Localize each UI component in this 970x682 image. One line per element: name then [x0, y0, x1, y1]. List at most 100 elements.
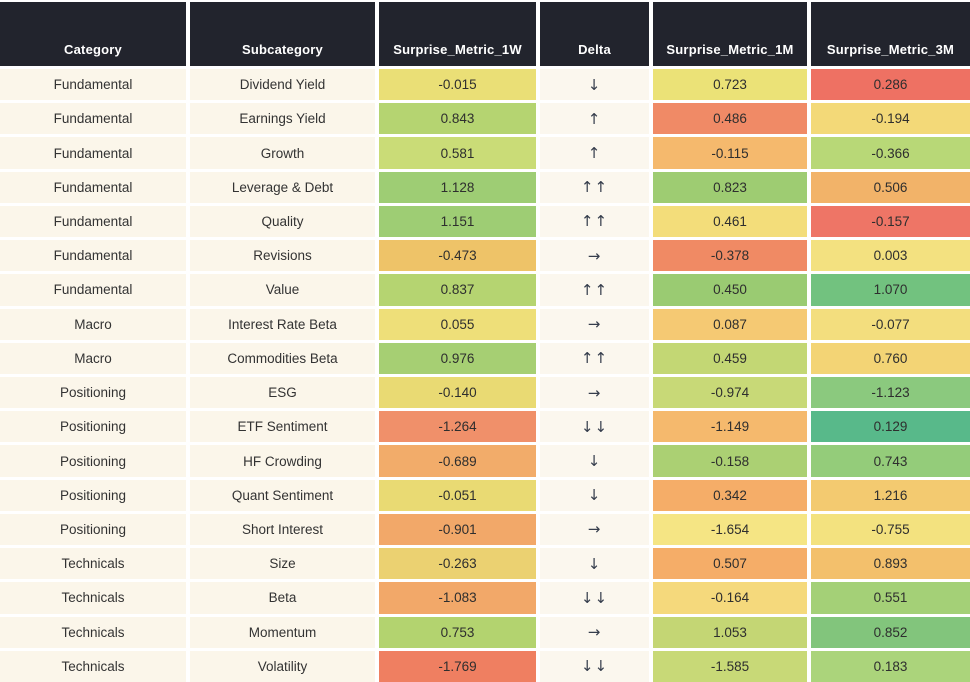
- surprise-metric-3m-cell: -0.194: [811, 103, 970, 135]
- category-cell: Technicals: [0, 650, 186, 682]
- surprise-metric-3m-cell: 0.183: [811, 650, 970, 682]
- surprise-metric-3m-cell: 0.743: [811, 445, 970, 477]
- delta-arrow-cell: ↓: [540, 445, 649, 477]
- subcategory-cell: Leverage & Debt: [190, 171, 375, 203]
- surprise-metric-3m-cell: -0.366: [811, 137, 970, 169]
- subcategory-cell: Short Interest: [190, 513, 375, 546]
- category-cell: Positioning: [0, 376, 186, 409]
- surprise-metric-1w-cell: 0.581: [379, 137, 536, 169]
- surprise-metric-1m-cell: 0.723: [653, 69, 807, 101]
- delta-arrow-cell: →: [540, 240, 649, 272]
- surprise-metric-1m-cell: 1.053: [653, 616, 807, 648]
- category-cell: Technicals: [0, 548, 186, 580]
- category-cell: Fundamental: [0, 103, 186, 135]
- category-cell: Positioning: [0, 411, 186, 443]
- subcategory-cell: Growth: [190, 137, 375, 169]
- category-cell: Positioning: [0, 479, 186, 511]
- surprise-metric-3m-cell: 0.551: [811, 582, 970, 614]
- category-cell: Technicals: [0, 582, 186, 614]
- surprise-metric-1w-cell: -0.051: [379, 479, 536, 511]
- category-cell: Fundamental: [0, 171, 186, 203]
- column-header-surprise-metric-1m: Surprise_Metric_1M: [653, 2, 807, 66]
- surprise-metric-1w-cell: 0.837: [379, 274, 536, 306]
- delta-arrow-cell: ↓: [540, 548, 649, 580]
- delta-arrow-cell: ↓↓: [540, 650, 649, 682]
- surprise-metric-1m-cell: -0.158: [653, 445, 807, 477]
- surprise-metric-1w-cell: -0.263: [379, 548, 536, 580]
- surprise-metric-1m-cell: -0.115: [653, 137, 807, 169]
- surprise-metric-1w-cell: -0.689: [379, 445, 536, 477]
- category-cell: Fundamental: [0, 240, 186, 272]
- surprise-metric-3m-cell: -0.077: [811, 308, 970, 340]
- subcategory-cell: Value: [190, 274, 375, 306]
- category-cell: Fundamental: [0, 69, 186, 101]
- subcategory-cell: Quant Sentiment: [190, 479, 375, 511]
- surprise-metric-1w-cell: 0.055: [379, 308, 536, 340]
- surprise-metric-1m-cell: -1.585: [653, 650, 807, 682]
- surprise-metric-1w-cell: 1.151: [379, 205, 536, 238]
- surprise-metric-1w-cell: 0.976: [379, 342, 536, 374]
- category-cell: Fundamental: [0, 274, 186, 306]
- delta-arrow-cell: ↑: [540, 137, 649, 169]
- delta-arrow-cell: ↑↑: [540, 342, 649, 374]
- subcategory-cell: Size: [190, 548, 375, 580]
- surprise-metric-1m-cell: -0.378: [653, 240, 807, 272]
- surprise-metric-1m-cell: 0.450: [653, 274, 807, 306]
- subcategory-cell: Beta: [190, 582, 375, 614]
- surprise-metric-3m-cell: 0.893: [811, 548, 970, 580]
- surprise-metric-1w-cell: 0.753: [379, 616, 536, 648]
- surprise-metric-1w-cell: -0.901: [379, 513, 536, 546]
- surprise-metric-3m-cell: 0.129: [811, 411, 970, 443]
- surprise-metric-1m-cell: 0.507: [653, 548, 807, 580]
- category-cell: Positioning: [0, 513, 186, 546]
- surprise-metric-3m-cell: 0.760: [811, 342, 970, 374]
- category-cell: Macro: [0, 342, 186, 374]
- subcategory-cell: Earnings Yield: [190, 103, 375, 135]
- category-cell: Fundamental: [0, 137, 186, 169]
- column-header-surprise-metric-1w: Surprise_Metric_1W: [379, 2, 536, 66]
- surprise-metric-3m-cell: 1.216: [811, 479, 970, 511]
- surprise-metric-3m-cell: -1.123: [811, 376, 970, 409]
- delta-arrow-cell: ↓↓: [540, 582, 649, 614]
- delta-arrow-cell: ↓: [540, 479, 649, 511]
- surprise-metric-3m-cell: 0.003: [811, 240, 970, 272]
- subcategory-cell: ETF Sentiment: [190, 411, 375, 443]
- category-cell: Fundamental: [0, 205, 186, 238]
- subcategory-cell: Commodities Beta: [190, 342, 375, 374]
- delta-arrow-cell: ↓↓: [540, 411, 649, 443]
- surprise-metric-1m-cell: 0.486: [653, 103, 807, 135]
- surprise-metric-1m-cell: -0.974: [653, 376, 807, 409]
- delta-arrow-cell: ↑↑: [540, 274, 649, 306]
- category-cell: Technicals: [0, 616, 186, 648]
- surprise-metric-1m-cell: 0.087: [653, 308, 807, 340]
- surprise-metric-1m-cell: 0.461: [653, 205, 807, 238]
- surprise-metric-1m-cell: 0.342: [653, 479, 807, 511]
- delta-arrow-cell: ↑: [540, 103, 649, 135]
- surprise-metric-1w-cell: -1.769: [379, 650, 536, 682]
- delta-arrow-cell: →: [540, 513, 649, 546]
- delta-arrow-cell: ↓: [540, 69, 649, 101]
- surprise-metric-3m-cell: -0.755: [811, 513, 970, 546]
- surprise-metric-3m-cell: 0.506: [811, 171, 970, 203]
- surprise-metric-1w-cell: -0.473: [379, 240, 536, 272]
- column-header-category: Category: [0, 2, 186, 66]
- surprise-metric-1w-cell: 0.843: [379, 103, 536, 135]
- surprise-metric-1m-cell: 0.823: [653, 171, 807, 203]
- subcategory-cell: Quality: [190, 205, 375, 238]
- delta-arrow-cell: →: [540, 308, 649, 340]
- surprise-metric-1m-cell: -0.164: [653, 582, 807, 614]
- surprise-metric-1w-cell: -1.264: [379, 411, 536, 443]
- category-cell: Positioning: [0, 445, 186, 477]
- subcategory-cell: Volatility: [190, 650, 375, 682]
- surprise-metric-3m-cell: 0.852: [811, 616, 970, 648]
- subcategory-cell: Dividend Yield: [190, 69, 375, 101]
- subcategory-cell: Momentum: [190, 616, 375, 648]
- subcategory-cell: Revisions: [190, 240, 375, 272]
- surprise-metric-1m-cell: -1.149: [653, 411, 807, 443]
- surprise-metric-1w-cell: -1.083: [379, 582, 536, 614]
- delta-arrow-cell: →: [540, 616, 649, 648]
- column-header-subcategory: Subcategory: [190, 2, 375, 66]
- surprise-metric-1w-cell: 1.128: [379, 171, 536, 203]
- subcategory-cell: ESG: [190, 376, 375, 409]
